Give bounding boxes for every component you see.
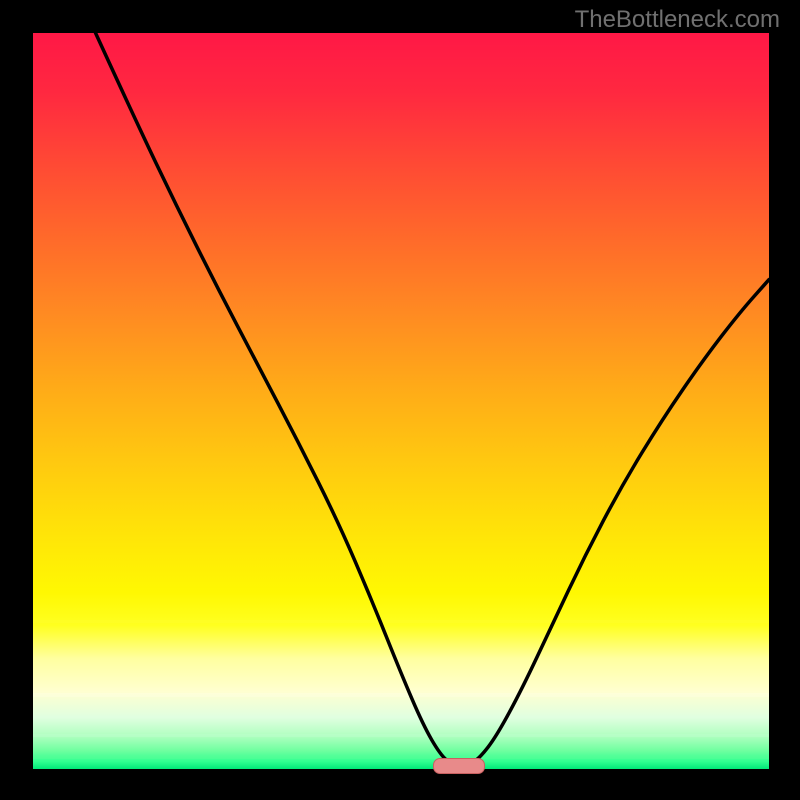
watermark-text: TheBottleneck.com bbox=[575, 6, 780, 34]
gradient-band bbox=[33, 756, 769, 759]
optimal-marker bbox=[433, 758, 485, 774]
gradient-band bbox=[33, 693, 769, 697]
gradient-band bbox=[33, 620, 769, 623]
chart-background-gradient bbox=[33, 33, 769, 769]
gradient-band bbox=[33, 734, 769, 737]
